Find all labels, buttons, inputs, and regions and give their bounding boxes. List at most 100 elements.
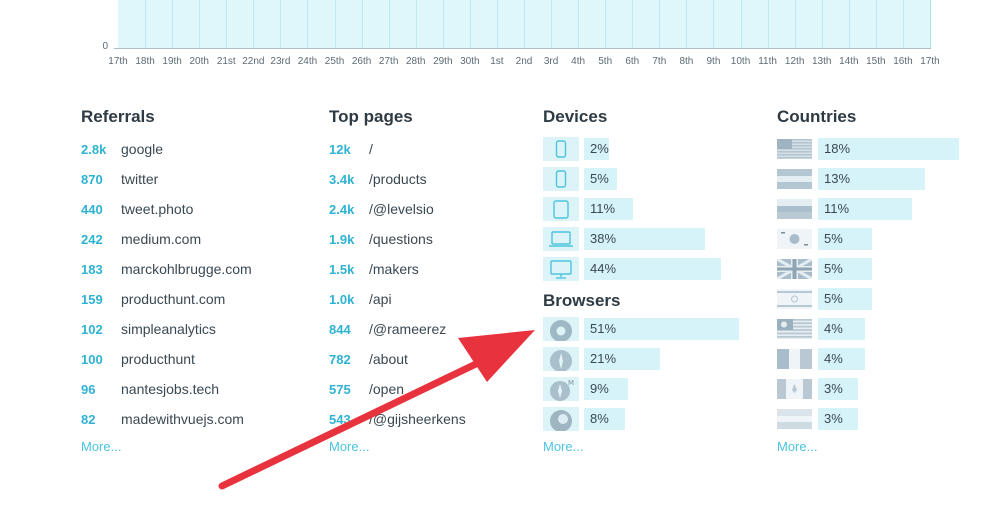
x-tick-label: 6th: [625, 56, 640, 67]
south-korea-flag-icon: [777, 229, 812, 249]
chart-grid-line: [442, 0, 444, 48]
laptop-icon: [543, 227, 579, 251]
chrome-icon: [543, 317, 579, 341]
x-tick-label: 16th: [893, 56, 913, 67]
bar-fill: 8%: [584, 408, 626, 430]
phone-small-icon: [543, 137, 579, 161]
list-item[interactable]: 844 /@rameerez: [329, 318, 446, 340]
list-item[interactable]: 2.8k google: [81, 138, 163, 160]
malaysia-flag-icon: [777, 319, 812, 339]
x-tick-label: 26th: [351, 56, 372, 67]
item-label: nantesjobs.tech: [121, 381, 220, 397]
russia-flag-icon: [777, 199, 812, 219]
x-tick-label: 5th: [598, 56, 613, 67]
list-item[interactable]: 96 nantesjobs.tech: [81, 378, 219, 400]
list-item[interactable]: 159 producthunt.com: [81, 288, 225, 310]
safari-icon: [543, 347, 579, 371]
item-label: medium.com: [121, 231, 202, 247]
visits-chart: 0 17th 18th 19th 20th 21st 22nd 23rd 24th 25th 26…: [0, 0, 1000, 80]
list-item[interactable]: 2.4k /@levelsio: [329, 198, 434, 220]
item-count: 543: [329, 412, 351, 427]
list-item[interactable]: 870 twitter: [81, 168, 158, 190]
list-item[interactable]: 100 producthunt: [81, 348, 195, 370]
list-item[interactable]: 3.4k/products: [329, 168, 427, 190]
item-label: /products: [369, 171, 427, 187]
browsers-more-link[interactable]: More...: [543, 439, 584, 454]
x-tick-label: 10th: [730, 56, 751, 67]
x-tick-label: 8th: [679, 56, 694, 67]
chart-grid-line: [307, 0, 309, 48]
item-count: 102: [81, 322, 103, 337]
x-tick-label: 1st: [490, 56, 504, 67]
chart-grid-line: [659, 0, 661, 48]
item-label: google: [121, 141, 164, 157]
bar-fill: 13%: [818, 168, 926, 190]
bar-fill: 3%: [818, 408, 859, 430]
devices-title: Devices: [543, 107, 608, 126]
chart-area: [118, 0, 931, 48]
bar-fill: 44%: [584, 258, 721, 280]
countries-more-link[interactable]: More...: [777, 439, 818, 454]
chart-grid-line: [361, 0, 363, 48]
chart-grid-line: [496, 0, 498, 48]
bar-fill: 4%: [818, 348, 865, 370]
item-count: 242: [81, 232, 103, 247]
chart-grid-line: [253, 0, 255, 48]
browsers-title: Browsers: [543, 291, 621, 310]
item-label: madewithvuejs.com: [121, 411, 244, 427]
referrals-more-link[interactable]: More...: [81, 439, 122, 454]
bar-fill: 11%: [584, 198, 634, 220]
bar-fill: 5%: [818, 288, 872, 310]
x-tick-label: 22nd: [242, 56, 265, 67]
item-count: 183: [81, 262, 103, 277]
chart-grid-line: [415, 0, 417, 48]
phone-icon: [543, 167, 579, 191]
argentina-flag-icon: [777, 169, 812, 189]
item-label: /@levelsio: [369, 201, 434, 217]
x-tick-label: 14th: [839, 56, 859, 67]
item-count: 575: [329, 382, 351, 397]
chart-grid-line: [578, 0, 580, 48]
item-count: 82: [81, 412, 96, 427]
bar-fill: 9%: [584, 378, 628, 400]
bar-fill: 21%: [584, 348, 660, 370]
list-item[interactable]: 543 /@gijsheerkens: [329, 408, 466, 430]
chart-baseline: [114, 48, 931, 49]
chart-grid-line: [199, 0, 201, 48]
tablet-icon: [543, 197, 579, 221]
chart-grid-line: [524, 0, 525, 48]
chart-grid-line: [848, 0, 850, 48]
countries-title: Countries: [777, 107, 857, 126]
x-tick-label: 11th: [758, 56, 777, 67]
list-item[interactable]: 12k /: [329, 138, 373, 160]
bar-fill: 18%: [818, 138, 959, 160]
top-pages-more-link[interactable]: More...: [329, 439, 370, 454]
netherlands-flag-icon: [777, 409, 812, 429]
item-count: 1.0k: [329, 292, 355, 307]
list-item[interactable]: 102 simpleanalytics: [81, 318, 216, 340]
x-tick-label: 27th: [378, 56, 399, 67]
x-tick-label: 25th: [324, 56, 345, 67]
chart-grid-line: [334, 0, 336, 48]
bar-fill: 5%: [818, 228, 872, 250]
list-item[interactable]: 440 tweet.photo: [81, 198, 193, 220]
chart-grid-line: [605, 0, 607, 48]
list-item[interactable]: 1.0k/api: [329, 288, 392, 310]
x-tick-label: 4th: [571, 56, 586, 67]
svg-text:M: M: [568, 379, 574, 387]
chart-grid-line: [767, 0, 769, 48]
list-item[interactable]: 1.5k/makers: [329, 258, 419, 280]
x-tick-label: 9th: [706, 56, 721, 67]
list-item[interactable]: 575/open: [329, 378, 404, 400]
item-label: twitter: [121, 171, 159, 187]
devices-panel: Devices 2% 5% 11% 38% 44% Browsers 51% 21% M 9%…: [543, 106, 743, 454]
list-item[interactable]: 183 marckohlbrugge.com: [81, 258, 252, 280]
referrals-panel: Referrals 2.8k google 870 twitter 440 tweet.p…: [81, 106, 311, 454]
item-label: /api: [369, 291, 392, 307]
item-count: 440: [81, 202, 103, 217]
list-item[interactable]: 242 medium.com: [81, 228, 201, 250]
item-count: 1.5k: [329, 262, 355, 277]
list-item[interactable]: 82 madewithvuejs.com: [81, 408, 244, 430]
list-item[interactable]: 1.9k/questions: [329, 228, 433, 250]
list-item[interactable]: 782/about: [329, 348, 408, 370]
